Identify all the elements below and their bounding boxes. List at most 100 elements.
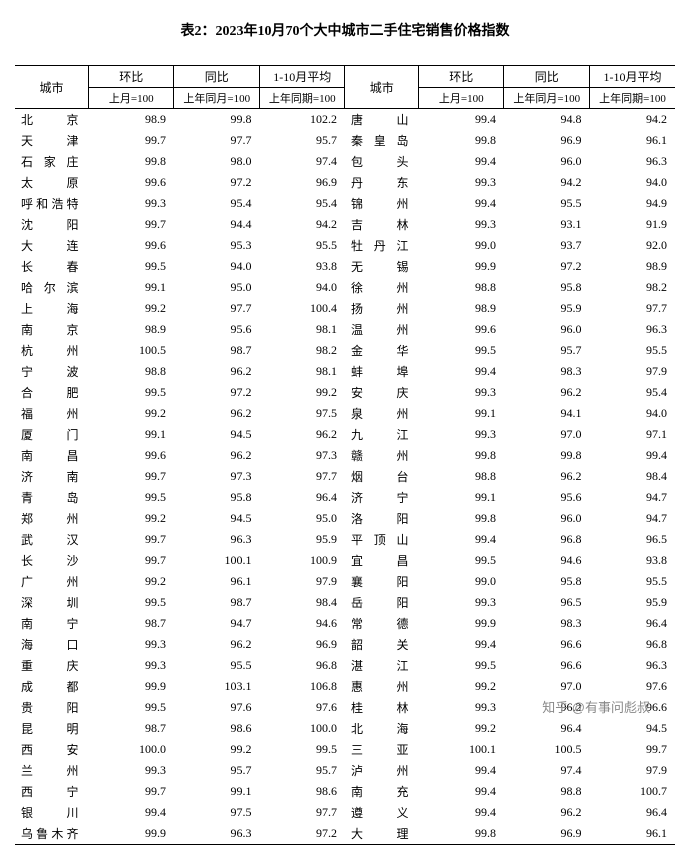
val-cell: 96.2	[174, 445, 260, 466]
val-cell: 94.0	[589, 172, 675, 193]
city-cell: 徐 州	[345, 277, 418, 298]
val-cell: 95.8	[174, 487, 260, 508]
val-cell: 96.9	[259, 634, 345, 655]
table-row: 广 州99.296.197.9襄 阳99.095.895.5	[15, 571, 675, 592]
val-cell: 97.1	[589, 424, 675, 445]
val-cell: 99.3	[418, 424, 504, 445]
table-row: 青 岛99.595.896.4济 宁99.195.694.7	[15, 487, 675, 508]
val-cell: 99.7	[88, 529, 174, 550]
val-cell: 92.0	[589, 235, 675, 256]
table-row: 大 连99.695.395.5牡 丹 江99.093.792.0	[15, 235, 675, 256]
val-cell: 99.3	[418, 697, 504, 718]
val-cell: 99.6	[88, 445, 174, 466]
city-cell: 武 汉	[15, 529, 88, 550]
val-cell: 97.2	[259, 823, 345, 845]
val-cell: 97.6	[589, 676, 675, 697]
header-mom-right: 环比	[418, 66, 504, 88]
city-cell: 兰 州	[15, 760, 88, 781]
val-cell: 99.3	[88, 193, 174, 214]
city-cell: 包 头	[345, 151, 418, 172]
val-cell: 96.1	[589, 130, 675, 151]
val-cell: 99.2	[418, 676, 504, 697]
val-cell: 98.1	[259, 319, 345, 340]
city-cell: 扬 州	[345, 298, 418, 319]
val-cell: 99.8	[418, 445, 504, 466]
val-cell: 97.6	[259, 697, 345, 718]
city-cell: 南 昌	[15, 445, 88, 466]
val-cell: 96.8	[589, 634, 675, 655]
val-cell: 99.6	[88, 172, 174, 193]
val-cell: 97.3	[174, 466, 260, 487]
val-cell: 100.1	[174, 550, 260, 571]
val-cell: 98.7	[88, 718, 174, 739]
val-cell: 95.7	[259, 760, 345, 781]
val-cell: 96.2	[504, 382, 590, 403]
city-cell: 青 岛	[15, 487, 88, 508]
val-cell: 98.8	[504, 781, 590, 802]
table-row: 沈 阳99.794.494.2吉 林99.393.191.9	[15, 214, 675, 235]
val-cell: 98.1	[259, 361, 345, 382]
val-cell: 94.5	[589, 718, 675, 739]
val-cell: 99.2	[88, 508, 174, 529]
table-row: 哈 尔 滨99.195.094.0徐 州98.895.898.2	[15, 277, 675, 298]
val-cell: 96.6	[504, 655, 590, 676]
val-cell: 98.4	[589, 466, 675, 487]
table-title: 表2：2023年10月70个大中城市二手住宅销售价格指数	[15, 20, 675, 40]
city-cell: 洛 阳	[345, 508, 418, 529]
val-cell: 99.7	[88, 214, 174, 235]
val-cell: 98.4	[259, 592, 345, 613]
val-cell: 99.4	[418, 802, 504, 823]
city-cell: 厦 门	[15, 424, 88, 445]
val-cell: 95.5	[174, 655, 260, 676]
val-cell: 97.0	[504, 676, 590, 697]
table-row: 福 州99.296.297.5泉 州99.194.194.0	[15, 403, 675, 424]
val-cell: 97.3	[259, 445, 345, 466]
val-cell: 99.4	[418, 109, 504, 131]
header-avg-left: 1-10月平均	[259, 66, 345, 88]
val-cell: 96.2	[174, 361, 260, 382]
val-cell: 99.6	[88, 235, 174, 256]
city-cell: 锦 州	[345, 193, 418, 214]
val-cell: 94.4	[174, 214, 260, 235]
city-cell: 宁 波	[15, 361, 88, 382]
val-cell: 98.3	[504, 613, 590, 634]
val-cell: 95.8	[504, 277, 590, 298]
header-mom-left: 环比	[88, 66, 174, 88]
city-cell: 宜 昌	[345, 550, 418, 571]
val-cell: 98.7	[88, 613, 174, 634]
city-cell: 泸 州	[345, 760, 418, 781]
val-cell: 99.8	[88, 151, 174, 172]
val-cell: 99.8	[504, 445, 590, 466]
city-cell: 桂 林	[345, 697, 418, 718]
val-cell: 94.5	[174, 508, 260, 529]
subheader-avg-left: 上年同期=100	[259, 88, 345, 109]
header-yoy-right: 同比	[504, 66, 590, 88]
val-cell: 99.5	[259, 739, 345, 760]
val-cell: 99.1	[174, 781, 260, 802]
table-row: 南 昌99.696.297.3赣 州99.899.899.4	[15, 445, 675, 466]
val-cell: 95.6	[504, 487, 590, 508]
city-cell: 沈 阳	[15, 214, 88, 235]
val-cell: 96.8	[504, 529, 590, 550]
val-cell: 96.3	[174, 823, 260, 845]
val-cell: 96.3	[174, 529, 260, 550]
val-cell: 95.9	[589, 592, 675, 613]
val-cell: 99.2	[418, 718, 504, 739]
val-cell: 94.6	[504, 550, 590, 571]
val-cell: 99.9	[418, 256, 504, 277]
table-row: 长 春99.594.093.8无 锡99.997.298.9	[15, 256, 675, 277]
val-cell: 99.4	[418, 760, 504, 781]
val-cell: 98.0	[174, 151, 260, 172]
val-cell: 99.5	[418, 550, 504, 571]
val-cell: 94.0	[259, 277, 345, 298]
city-cell: 贵 阳	[15, 697, 88, 718]
val-cell: 99.2	[88, 571, 174, 592]
val-cell: 94.7	[589, 508, 675, 529]
val-cell: 99.4	[418, 151, 504, 172]
table-row: 成 都99.9103.1106.8惠 州99.297.097.6	[15, 676, 675, 697]
val-cell: 97.5	[259, 403, 345, 424]
city-cell: 温 州	[345, 319, 418, 340]
city-cell: 丹 东	[345, 172, 418, 193]
val-cell: 94.0	[174, 256, 260, 277]
val-cell: 99.7	[88, 130, 174, 151]
